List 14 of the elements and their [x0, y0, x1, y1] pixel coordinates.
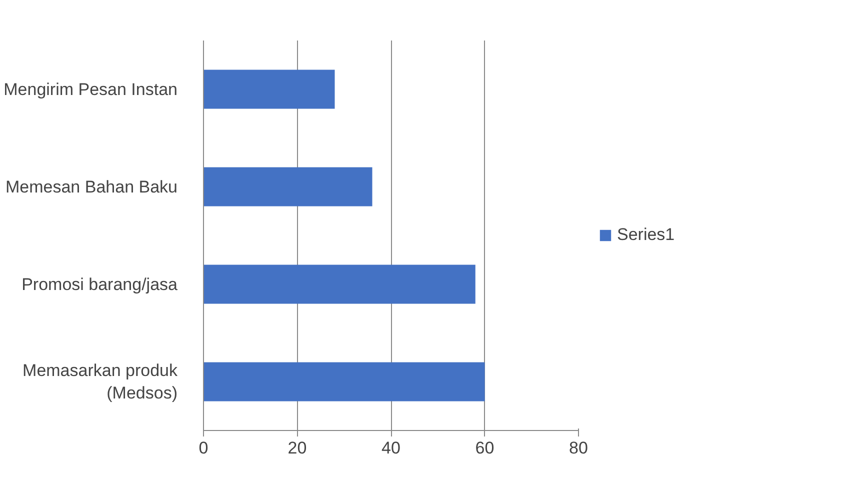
bar	[204, 362, 485, 402]
x-tick-label: 40	[382, 438, 400, 458]
y-tick-label: Promosi barang/jasa	[22, 274, 178, 294]
legend-label: Series1	[617, 225, 675, 245]
y-tick-label: Mengirim Pesan Instan	[4, 80, 178, 99]
bar	[204, 167, 372, 206]
x-tick-label: 60	[475, 438, 494, 458]
bar	[204, 70, 335, 109]
x-tick-label: 0	[198, 438, 208, 458]
y-tick-label: Memasarkan produk (Medsos)	[22, 360, 178, 403]
x-tick-label: 20	[288, 438, 307, 458]
y-tick-label: Memesan Bahan Baku	[6, 177, 178, 196]
bar	[204, 264, 476, 304]
x-tick-label: 80	[569, 438, 588, 458]
